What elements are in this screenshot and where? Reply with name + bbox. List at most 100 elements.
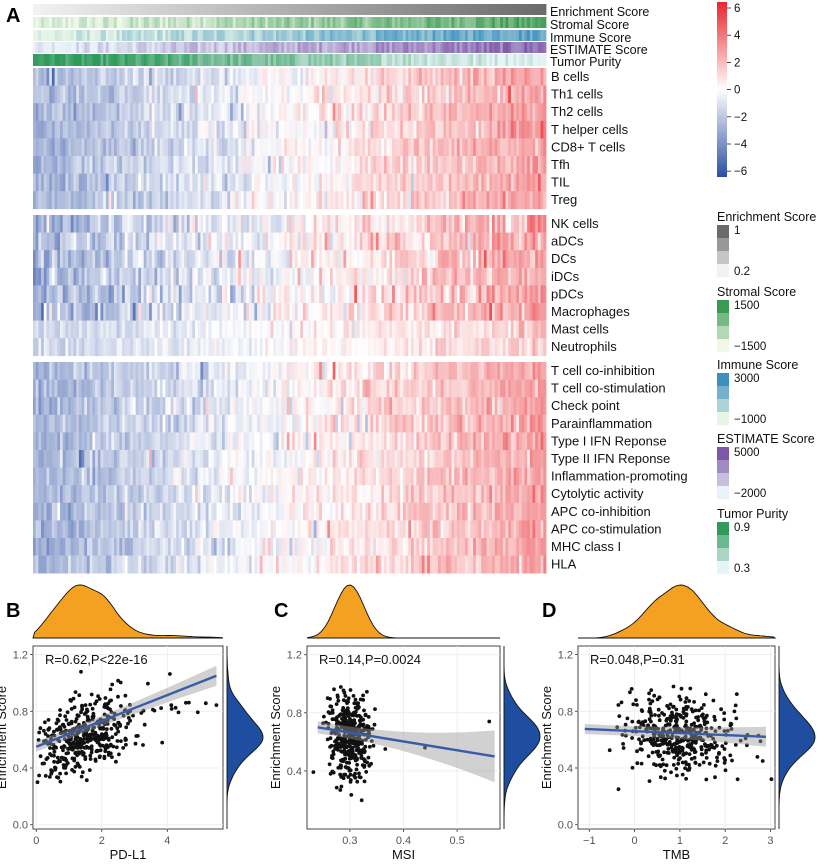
heatmap-cell [251, 320, 255, 339]
annotation-cell [303, 30, 307, 41]
heatmap-cell [305, 338, 309, 357]
heatmap-cell [475, 397, 479, 416]
heatmap-cell [330, 285, 334, 304]
heatmap-cell [127, 285, 131, 304]
heatmap-cell [132, 120, 136, 139]
heatmap-cell [232, 85, 236, 104]
heatmap-cell [427, 379, 431, 398]
annotation-cell [378, 54, 382, 66]
annotation-cell [235, 42, 239, 53]
heatmap-cell [443, 120, 447, 139]
heatmap-cell [84, 138, 88, 157]
heatmap-cell [208, 397, 212, 416]
heatmap-cell [297, 85, 301, 104]
heatmap-cell [327, 173, 331, 192]
heatmap-cell [149, 138, 153, 157]
heatmap-cell [162, 120, 166, 139]
annotation-cell [249, 42, 253, 53]
heatmap-cell [135, 156, 139, 174]
heatmap-cell [400, 215, 404, 233]
annotation-cell [370, 54, 374, 66]
heatmap-cell [227, 320, 231, 339]
annotation-cell [338, 30, 342, 41]
heatmap-cell [130, 379, 134, 398]
heatmap-cell [246, 68, 250, 86]
heatmap-cell [262, 414, 266, 433]
heatmap-cell [81, 285, 85, 304]
annotation-cell [60, 42, 64, 53]
heatmap-cell [348, 250, 352, 269]
heatmap-cell [254, 232, 258, 251]
heatmap-cell [451, 103, 455, 122]
heatmap-cell [365, 397, 369, 416]
heatmap-cell [184, 414, 188, 433]
annotation-cell [119, 30, 123, 41]
heatmap-cell [224, 156, 228, 174]
heatmap-cell [440, 414, 444, 433]
annotation-cell [462, 17, 466, 28]
annotation-cell [78, 30, 82, 41]
heatmap-cell [222, 173, 226, 192]
heatmap-cell [462, 120, 466, 139]
annotation-cell [46, 17, 50, 28]
annotation-cell [510, 4, 514, 15]
annotation-cell [114, 30, 118, 41]
heatmap-cell [438, 250, 442, 269]
annotation-cell [205, 54, 209, 66]
heatmap-cell [400, 68, 404, 86]
heatmap-cell [243, 138, 247, 157]
heatmap-cell [481, 103, 485, 122]
heatmap-cell [254, 138, 258, 157]
heatmap-cell [432, 68, 436, 86]
heatmap-cell [378, 191, 382, 210]
heatmap-cell [41, 432, 45, 451]
heatmap-cell [132, 138, 136, 157]
heatmap-cell [408, 362, 412, 380]
heatmap-cell [68, 362, 72, 380]
heatmap-cell [165, 267, 169, 286]
heatmap-cell [132, 450, 136, 468]
heatmap-cell [208, 362, 212, 380]
heatmap-cell [124, 338, 128, 357]
heatmap-cell [114, 362, 118, 380]
heatmap-cell [521, 267, 525, 286]
heatmap-cell [165, 338, 169, 357]
heatmap-cell [132, 250, 136, 269]
heatmap-cell [151, 397, 155, 416]
annotation-cell [219, 17, 223, 28]
heatmap-cell [502, 250, 506, 269]
heatmap-cell [108, 362, 112, 380]
annotation-cell [35, 54, 39, 66]
heatmap-cell [454, 320, 458, 339]
heatmap-cell [68, 191, 72, 210]
annotation-cell [211, 54, 215, 66]
heatmap-cell [89, 232, 93, 251]
heatmap-cell [419, 156, 423, 174]
heatmap-cell [165, 285, 169, 304]
heatmap-cell [54, 397, 58, 416]
heatmap-cell [276, 138, 280, 157]
heatmap-cell [124, 191, 128, 210]
heatmap-cell [154, 103, 158, 122]
heatmap-cell [92, 267, 96, 286]
heatmap-cell [276, 303, 280, 321]
heatmap-cell [197, 191, 201, 210]
heatmap-cell [384, 362, 388, 380]
heatmap-cell [232, 120, 236, 139]
heatmap-cell [170, 156, 174, 174]
heatmap-cell [186, 138, 190, 157]
heatmap-cell [470, 267, 474, 286]
heatmap-cell [473, 215, 477, 233]
heatmap-cell [259, 232, 263, 251]
annotation-cell [513, 30, 517, 41]
heatmap-cell [362, 215, 366, 233]
heatmap-cell [381, 68, 385, 86]
heatmap-cell [475, 320, 479, 339]
heatmap-cell [497, 338, 501, 357]
heatmap-cell [249, 397, 253, 416]
heatmap-cell [111, 156, 115, 174]
heatmap-cell [87, 303, 91, 321]
heatmap-cell [327, 191, 331, 210]
heatmap-cell [273, 85, 277, 104]
heatmap-cell [378, 379, 382, 398]
